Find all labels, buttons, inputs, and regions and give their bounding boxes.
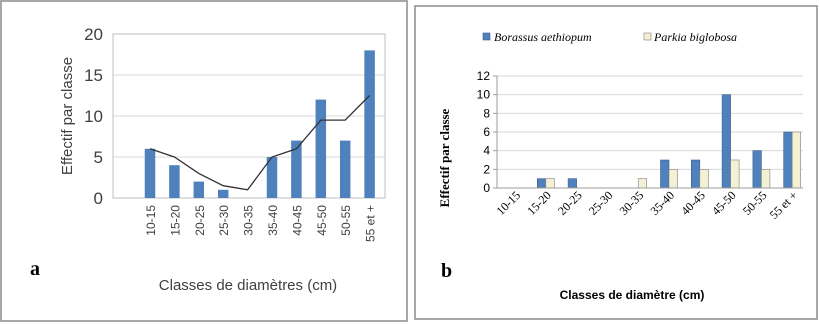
panel-b-bar-parkia-biglobosa-45-50 — [730, 159, 740, 189]
panel-b-bar-parkia-biglobosa-40-45 — [699, 169, 709, 189]
panel-a-y-tick-label: 0 — [94, 189, 103, 208]
panel-b-y-tick-label: 0 — [483, 181, 490, 195]
legend-swatch-borassus — [482, 32, 491, 41]
panel-a-y-axis-label: Effectif par classe — [59, 57, 76, 175]
panel-a-bar-20-25 — [193, 181, 205, 198]
panel-a-bar-35-40 — [266, 157, 278, 198]
panel-a-bar-15-20 — [169, 165, 180, 198]
panel-b-bar-borassus-aethiopum-15-20 — [536, 178, 547, 189]
panel-a-x-tick-label: 55 et + — [364, 205, 378, 242]
panel-a-plot-border — [112, 33, 386, 199]
panel-a-bar-50-55 — [339, 140, 351, 198]
panel-b-x-axis-label: Classes de diamètre (cm) — [560, 288, 705, 302]
panel-b-y-tick-label: 10 — [477, 88, 491, 102]
panel-b-y-ticks: 0 2 4 6 8 10 12 — [477, 69, 497, 195]
panel-b-y-tick-label: 2 — [483, 162, 490, 176]
panel-a-label: a — [30, 258, 40, 280]
panel-b-label: b — [441, 260, 452, 282]
panel-b-bar-parkia-biglobosa-55-et — [791, 131, 802, 189]
panel-b-bar-parkia-biglobosa-30-35 — [637, 178, 648, 189]
panel-b-gridlines — [497, 75, 803, 170]
panel-b-y-tick-label: 8 — [483, 106, 490, 120]
panel-a-x-ticks: 10-15 15-20 20-25 25-30 30-35 35-40 40-45 45-50… — [144, 205, 378, 242]
panel-a-bar-25-30 — [217, 189, 229, 198]
panel-a-frame — [0, 0, 408, 322]
panel-a-x-tick-label: 45-50 — [315, 205, 329, 236]
panel-a-x-tick-label: 40-45 — [290, 205, 304, 236]
panel-b-y-tick-label: 4 — [483, 144, 490, 158]
panel-a-y-tick-label: 20 — [84, 25, 103, 44]
panel-b-bar-parkia-biglobosa-35-40 — [668, 169, 678, 189]
panel-a-x-tick-label: 50-55 — [339, 205, 353, 236]
panel-a-x-axis-label: Classes de diamètres (cm) — [159, 277, 337, 294]
panel-b-frame — [414, 5, 818, 320]
panel-b-y-axis-label: Effectif par classe — [437, 108, 452, 207]
panel-b-bar-borassus-aethiopum-40-45 — [690, 159, 701, 189]
legend-label-parkia: Parkia biglobosa — [653, 30, 737, 44]
panel-a-y-tick-label: 5 — [94, 148, 103, 167]
panel-a-y-tick-label: 10 — [84, 107, 103, 126]
legend-swatch-parkia — [643, 32, 652, 41]
legend-label-borassus: Borassus aethiopum — [494, 30, 592, 44]
panel-a-bar-45-50 — [315, 99, 327, 198]
panel-b-bar-parkia-biglobosa-50-55 — [761, 169, 771, 189]
panel-b-bar-borassus-aethiopum-55-et — [783, 131, 793, 189]
panel-b-y-tick-label: 12 — [477, 69, 491, 83]
panel-a-x-tick-label: 10-15 — [144, 205, 158, 236]
panel-b-y-tick-label: 6 — [483, 125, 490, 139]
panel-a-bars — [144, 50, 375, 199]
panel-a-x-tick-label: 15-20 — [168, 205, 182, 236]
panel-b-legend: Borassus aethiopum Parkia biglobosa — [482, 30, 737, 44]
panel-a-x-tick-label: 25-30 — [217, 205, 231, 236]
panel-b-bar-borassus-aethiopum-45-50 — [721, 94, 731, 189]
panel-a-bar-10-15 — [144, 148, 156, 198]
panel-b-bar-borassus-aethiopum-20-25 — [567, 178, 577, 189]
panel-a-trend-line — [149, 95, 371, 191]
panel-a-y-tick-label: 15 — [84, 66, 103, 85]
panel-b-bar-borassus-aethiopum-35-40 — [660, 159, 670, 189]
panel-a-x-tick-label: 35-40 — [266, 205, 280, 236]
panel-a-y-ticks: 0 5 10 15 20 — [84, 25, 103, 208]
panel-a-x-tick-label: 20-25 — [193, 205, 207, 236]
panel-a-x-tick-label: 30-35 — [242, 205, 256, 236]
panel-b-bar-parkia-biglobosa-15-20 — [545, 178, 555, 189]
panel-b-bar-borassus-aethiopum-50-55 — [752, 150, 762, 189]
panel-a-bar-40-45 — [291, 140, 302, 198]
panel-a-bar-55-et — [364, 50, 375, 199]
